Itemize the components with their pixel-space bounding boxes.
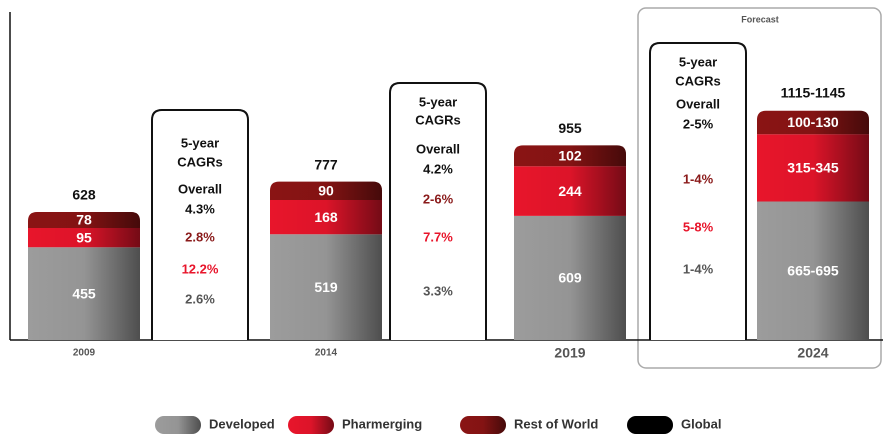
- total-label: 628: [72, 187, 96, 203]
- x-tick-label: 2024: [797, 345, 828, 361]
- legend-label: Global: [681, 416, 721, 431]
- total-label: 777: [314, 156, 338, 172]
- legend-label: Pharmerging: [342, 416, 422, 431]
- cagr-text: 1-4%: [683, 171, 714, 186]
- bar-shade: [514, 215, 626, 340]
- legend-shade: [155, 416, 201, 434]
- cagr-text: 2-5%: [683, 116, 714, 131]
- bar-shade: [28, 247, 140, 340]
- legend-label: Developed: [209, 416, 275, 431]
- cagr-text: 5-8%: [683, 219, 714, 234]
- legend-shade: [627, 416, 673, 434]
- bar-shade: [514, 166, 626, 216]
- cagr-text: 5-year: [679, 54, 717, 69]
- cagr-text: CAGRs: [177, 154, 223, 169]
- total-label: 955: [558, 120, 582, 136]
- segment-label: 315-345: [787, 160, 839, 176]
- x-tick-label: 2014: [315, 348, 338, 359]
- segment-label: 168: [314, 209, 338, 225]
- cagr-text: 1-4%: [683, 261, 714, 276]
- bar-shade: [757, 110, 869, 135]
- x-tick-label: 2009: [73, 348, 96, 359]
- segment-label: 100-130: [787, 114, 839, 130]
- cagr-text: 5-year: [181, 135, 219, 150]
- cagr-text: Overall: [178, 181, 222, 196]
- cagr-text: Overall: [416, 141, 460, 156]
- cagr-text: 2-6%: [423, 191, 454, 206]
- cagr-text: 3.3%: [423, 283, 453, 298]
- cagr-text: 4.2%: [423, 161, 453, 176]
- bar-shade: [270, 234, 382, 340]
- segment-label: 665-695: [787, 262, 839, 278]
- bar-shade: [514, 145, 626, 167]
- cagr-box: [151, 109, 249, 340]
- segment-label: 244: [558, 183, 582, 199]
- bar-shade: [28, 212, 140, 228]
- cagr-text: Overall: [676, 96, 720, 111]
- segment-label: 78: [76, 212, 92, 228]
- bar-shade: [270, 200, 382, 235]
- bar-shade: [270, 181, 382, 201]
- segment-label: 95: [76, 229, 92, 245]
- segment-label: 90: [318, 183, 334, 199]
- forecast-frame: [637, 7, 882, 369]
- cagr-text: CAGRs: [675, 73, 721, 88]
- cagr-text: 2.8%: [185, 229, 215, 244]
- segment-label: 519: [314, 279, 338, 295]
- bar-shade: [757, 201, 869, 340]
- bar-shade: [757, 134, 869, 202]
- cagr-text: 2.6%: [185, 291, 215, 306]
- bar-shade: [28, 227, 140, 248]
- legend-shade: [460, 416, 506, 434]
- cagr-text: CAGRs: [415, 112, 461, 127]
- cagr-text: 5-year: [419, 94, 457, 109]
- segment-label: 609: [558, 270, 582, 286]
- legend-label: Rest of World: [514, 416, 598, 431]
- cagr-text: 7.7%: [423, 229, 453, 244]
- cagr-text: 4.3%: [185, 201, 215, 216]
- legend-shade: [288, 416, 334, 434]
- segment-label: 455: [72, 285, 96, 301]
- forecast-label: Forecast: [741, 14, 779, 24]
- cagr-text: 12.2%: [182, 261, 219, 276]
- total-label: 1115-1145: [781, 84, 846, 100]
- segment-label: 102: [558, 148, 582, 164]
- x-tick-label: 2019: [554, 345, 585, 361]
- cagr-box: [389, 82, 487, 340]
- cagr-box: [649, 42, 747, 340]
